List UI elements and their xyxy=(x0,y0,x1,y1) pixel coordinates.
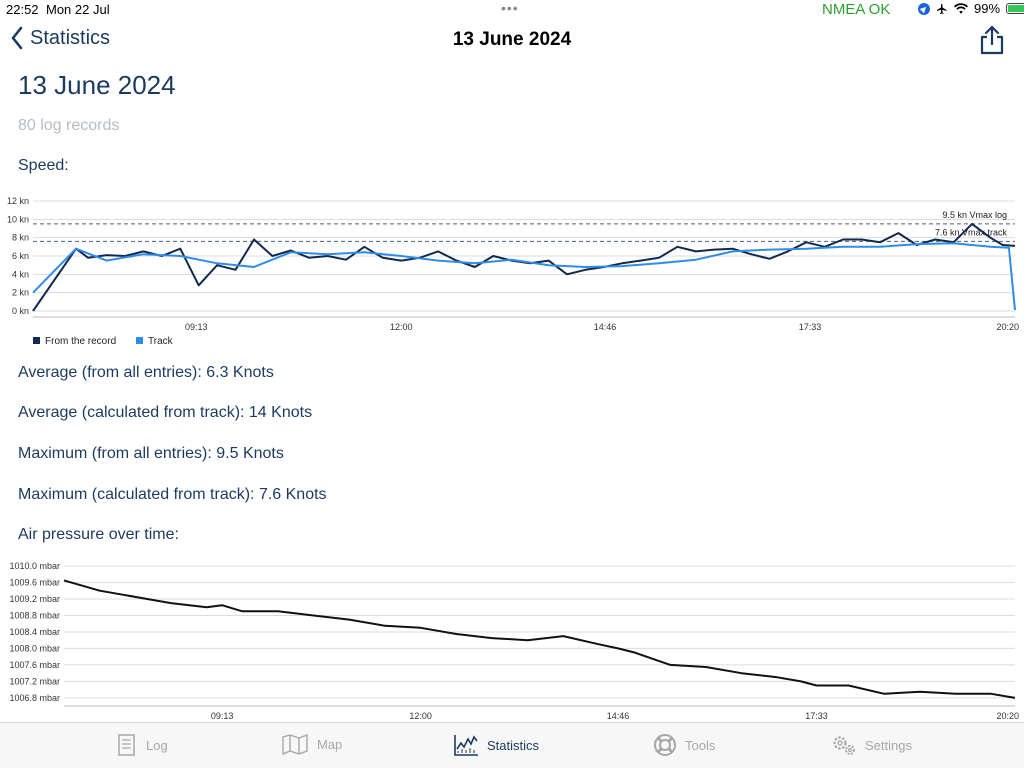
tab-label-tools: Tools xyxy=(685,737,716,753)
chevron-left-icon xyxy=(11,26,23,50)
speed-chart: 0 kn 2 kn 4 kn 6 kn 8 kn 10 kn 12 kn 09:13 12:00… xyxy=(7,196,1019,347)
y-tick-label: 1007.6 mbar xyxy=(9,660,60,670)
speed-section-label: Speed: xyxy=(18,157,69,174)
tab-label-map: Map xyxy=(317,736,343,752)
y-tick-label: 0 kn xyxy=(12,306,29,316)
share-button[interactable] xyxy=(978,24,1006,56)
log-icon xyxy=(118,734,135,756)
nmea-status: NMEA OK xyxy=(822,1,891,18)
tab-tools[interactable]: Tools xyxy=(653,733,715,757)
pressure-chart: 1006.8 mbar 1007.2 mbar 1007.6 mbar 1008.0 … xyxy=(9,561,1019,721)
tab-label-settings: Settings xyxy=(865,737,912,753)
y-tick-label: 8 kn xyxy=(12,233,29,243)
x-tick-label: 17:33 xyxy=(799,322,822,332)
y-tick-label: 12 kn xyxy=(7,196,29,206)
y-tick-label: 1007.2 mbar xyxy=(9,676,60,686)
series-line-from-the-record xyxy=(32,222,1016,312)
x-tick-label: 14:46 xyxy=(594,322,617,332)
y-tick-label: 1008.0 mbar xyxy=(9,643,60,653)
y-tick-label: 2 kn xyxy=(12,288,29,298)
tab-label-statistics: Statistics xyxy=(487,737,540,753)
location-icon xyxy=(918,2,930,15)
y-tick-label: 1010.0 mbar xyxy=(9,561,60,571)
series-line-track xyxy=(32,242,1016,311)
y-tick-label: 10 kn xyxy=(7,214,29,224)
status-time: 22:52 xyxy=(6,2,39,17)
status-bar: 22:52 Mon 22 Jul ••• NMEA OK 99% xyxy=(0,0,1024,20)
pressure-section-label: Air pressure over time: xyxy=(18,526,179,543)
stat-maximum-entries: Maximum (from all entries): 9.5 Knots xyxy=(18,445,284,462)
airplane-icon xyxy=(937,3,947,14)
vmax-reference-label: 9.5 kn Vmax log xyxy=(942,210,1007,220)
x-tick-label: 12:00 xyxy=(409,711,432,721)
x-tick-label: 20:20 xyxy=(996,322,1019,332)
tab-log[interactable]: Log xyxy=(116,733,168,757)
series-line-pressure xyxy=(63,579,1016,699)
x-tick-label: 17:33 xyxy=(805,711,828,721)
multitasking-dots-icon[interactable]: ••• xyxy=(501,0,519,16)
page-title: 13 June 2024 xyxy=(18,70,176,100)
stat-maximum-track: Maximum (calculated from track): 7.6 Kno… xyxy=(18,486,327,503)
x-tick-label: 09:13 xyxy=(185,322,208,332)
back-button-label: Statistics xyxy=(30,26,111,49)
tab-settings[interactable]: Settings xyxy=(831,733,912,757)
y-tick-label: 1008.8 mbar xyxy=(9,610,60,620)
status-date: Mon 22 Jul xyxy=(46,2,110,17)
tab-map[interactable]: Map xyxy=(281,733,342,755)
y-tick-label: 4 kn xyxy=(12,269,29,279)
legend-swatch xyxy=(136,337,143,344)
stat-average-track: Average (calculated from track): 14 Knot… xyxy=(18,404,313,421)
x-tick-label: 20:20 xyxy=(996,711,1019,721)
vmax-reference-label: 7.6 kn Vmax track xyxy=(935,227,1008,237)
y-tick-label: 1008.4 mbar xyxy=(9,627,60,637)
lifebuoy-icon xyxy=(654,734,676,756)
map-icon xyxy=(282,733,308,755)
wifi-icon xyxy=(954,3,968,14)
tab-label-log: Log xyxy=(146,737,168,753)
battery-percent: 99% xyxy=(974,1,1001,16)
y-tick-label: 1006.8 mbar xyxy=(9,693,60,703)
y-tick-label: 6 kn xyxy=(12,251,29,261)
x-tick-label: 14:46 xyxy=(607,711,630,721)
share-icon xyxy=(980,25,1004,55)
tab-bar: Log Map Statistics Tools Settings xyxy=(0,722,1024,768)
log-count: 80 log records xyxy=(18,117,120,134)
nav-title: 13 June 2024 xyxy=(452,29,572,50)
statistics-icon xyxy=(454,735,478,756)
back-button[interactable]: Statistics xyxy=(10,26,110,50)
x-tick-label: 09:13 xyxy=(211,711,234,721)
y-tick-label: 1009.2 mbar xyxy=(9,594,60,604)
legend-label: Track xyxy=(148,336,174,347)
y-tick-label: 1009.6 mbar xyxy=(9,577,60,587)
status-indicators: 99% xyxy=(918,1,1024,16)
stat-average-entries: Average (from all entries): 6.3 Knots xyxy=(18,364,274,381)
tab-statistics[interactable]: Statistics xyxy=(453,733,539,757)
x-tick-label: 12:00 xyxy=(390,322,413,332)
gears-icon xyxy=(833,736,855,755)
legend-swatch xyxy=(33,337,40,344)
battery-icon xyxy=(1006,3,1024,14)
legend-label: From the record xyxy=(45,336,116,347)
